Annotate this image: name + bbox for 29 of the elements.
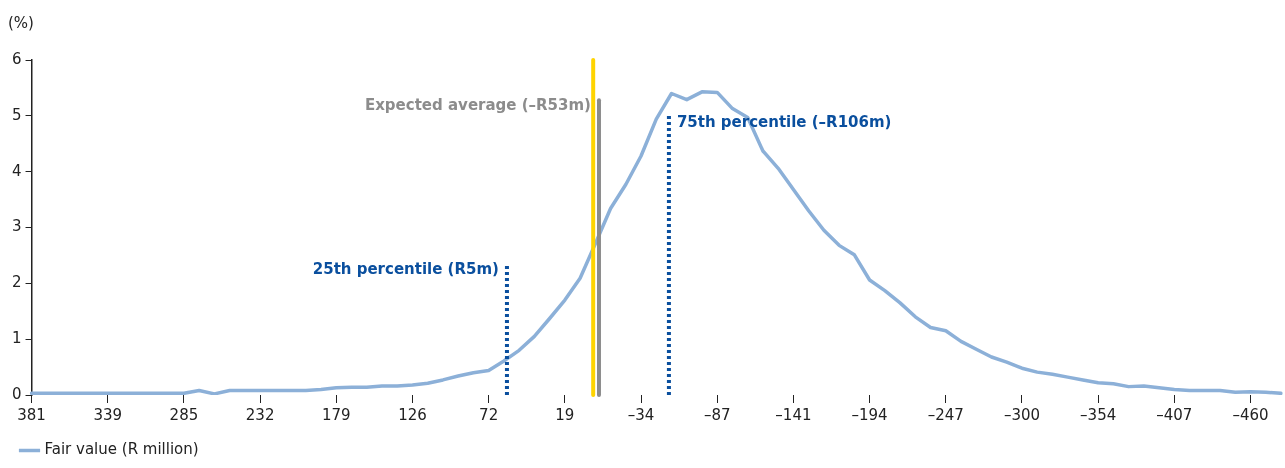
y-tick-label: 4: [12, 161, 22, 180]
y-tick-label: 6: [12, 49, 22, 68]
x-tick-label: 339: [93, 405, 123, 424]
x-tick-label: –34: [627, 405, 655, 424]
x-tick-label: –354: [1080, 405, 1117, 424]
x-tick-label: 19: [555, 405, 575, 424]
y-tick-label: 3: [12, 217, 22, 236]
x-tick-label: 232: [245, 405, 275, 424]
x-tick-label: 285: [169, 405, 199, 424]
x-tick-label: –141: [775, 405, 812, 424]
x-tick-label: 179: [321, 405, 351, 424]
x-tick-label: –460: [1232, 405, 1269, 424]
y-tick-label: 1: [12, 329, 22, 348]
x-tick-label: –407: [1156, 405, 1193, 424]
annotation: 25th percentile (R5m): [312, 260, 499, 279]
x-tick-label: –300: [1003, 405, 1041, 424]
x-tick-label: –87: [703, 405, 731, 424]
x-tick-label: –247: [927, 405, 964, 424]
legend-label: Fair value (R million): [44, 440, 199, 459]
x-tick-label: –194: [851, 405, 888, 424]
annotation: 75th percentile (–R106m): [676, 113, 892, 132]
y-tick-label: 0: [12, 384, 22, 403]
y-tick-label: 5: [12, 105, 22, 124]
y-tick-label: 2: [12, 273, 22, 292]
annotation: Expected average (–R53m): [364, 96, 591, 115]
x-tick-label: 72: [479, 405, 499, 424]
x-tick-label: 126: [398, 405, 427, 424]
x-tick-label: 381: [17, 405, 46, 424]
y-axis-title: (%): [8, 13, 34, 32]
